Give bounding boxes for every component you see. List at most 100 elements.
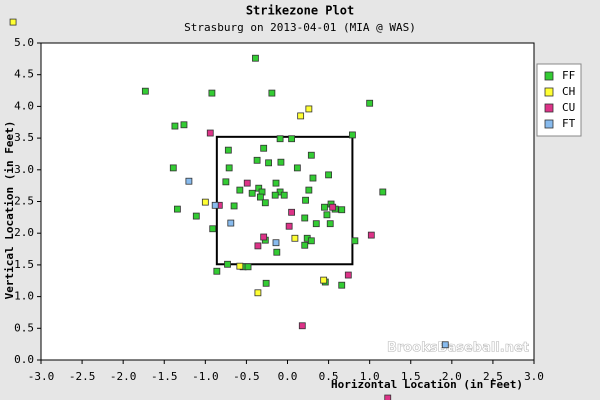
x-tick-label: -3.0 [28,370,55,383]
point [211,201,219,209]
point [261,199,269,207]
point [169,164,177,172]
point [288,208,296,216]
point [227,219,235,227]
point [185,177,193,185]
point [338,206,346,214]
point [277,158,285,166]
point [276,135,284,143]
point [9,18,17,26]
x-tick-label: 1.5 [401,370,421,383]
chart-title: Strikezone Plot [246,4,354,18]
point [320,276,328,284]
point [312,220,320,228]
legend-swatch [544,103,554,113]
point [192,212,200,220]
x-tick-label: -1.5 [151,370,178,383]
point [180,121,188,129]
point [302,196,309,204]
y-tick-label: 0.5 [14,321,34,334]
x-tick-label: 0.5 [319,370,339,383]
legend-swatch [544,87,554,97]
legend-label: CH [562,85,575,98]
point [325,171,332,179]
point [293,164,301,172]
point [297,112,305,120]
point [248,189,256,197]
point [206,129,214,137]
x-tick-label: 2.0 [442,370,462,383]
y-tick-label: 3.5 [14,131,34,144]
point [224,146,232,154]
point [252,54,259,62]
point [236,186,244,194]
point [141,87,149,95]
point [307,237,315,245]
point [268,89,276,97]
point [230,202,238,210]
x-tick-label: -0.5 [233,370,260,383]
point [244,263,252,271]
y-tick-label: 3.0 [14,163,34,176]
point [384,394,392,400]
point [349,131,356,139]
point [260,233,268,241]
x-tick-label: -2.0 [110,370,137,383]
point [173,205,181,213]
point [305,186,313,194]
point [208,89,216,97]
y-tick-label: 1.0 [14,290,34,303]
x-tick-label: 2.5 [483,370,503,383]
point [265,159,273,167]
point [209,225,217,233]
legend-swatch [544,119,554,129]
point [351,237,359,245]
point [285,222,293,230]
y-tick-label: 0.0 [14,353,34,366]
point [271,191,279,199]
x-tick-label: -2.5 [69,370,96,383]
legend-label: CU [562,101,575,114]
point [171,122,179,130]
point [441,341,449,349]
y-tick-label: 2.0 [14,226,34,239]
point [367,231,375,239]
plot-area [40,42,535,361]
point [224,260,231,268]
point [243,179,251,187]
strike-zone [215,135,354,266]
legend-box [536,63,582,137]
point [307,151,315,159]
point [254,242,262,250]
point [291,234,299,242]
legend-label: FF [562,69,575,82]
point [379,188,387,196]
point [366,99,374,107]
point [321,203,328,211]
point [344,271,352,279]
point [262,279,270,287]
y-tick-label: 2.5 [14,195,34,208]
point [309,174,317,182]
point [338,281,346,289]
point [201,198,209,206]
point [329,203,337,211]
point [326,220,334,228]
legend-label: FT [562,117,576,130]
y-tick-label: 5.0 [14,36,34,49]
point [225,164,233,172]
watermark: BrooksBaseball.net [387,341,529,356]
point [301,214,309,222]
chart-subtitle: Strasburg on 2013-04-01 (MIA @ WAS) [184,21,416,34]
y-tick-label: 4.5 [14,68,34,81]
point [288,135,296,143]
point [280,191,288,199]
point [272,179,280,187]
point [298,322,306,330]
x-tick-label: 0.0 [278,370,298,383]
point [260,144,268,152]
point [301,241,309,249]
point [254,289,262,297]
y-tick-label: 4.0 [14,99,34,112]
